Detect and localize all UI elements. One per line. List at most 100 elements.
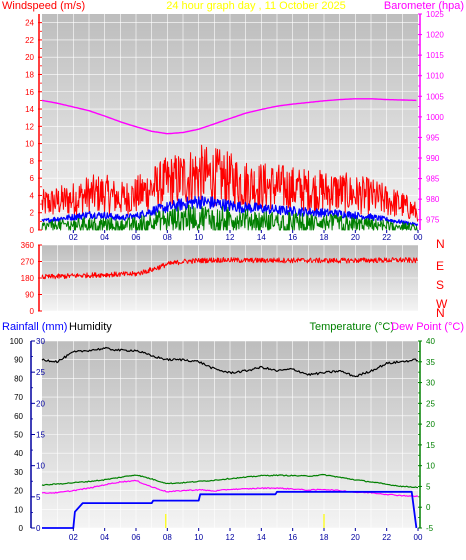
rainfall-tick-label: 5: [36, 493, 41, 502]
barometer-tick-label: 995: [426, 133, 440, 142]
humidity-tick-label: 0: [19, 524, 24, 533]
compass-label: E: [436, 259, 444, 273]
time-tick-label: 18: [320, 233, 329, 242]
time-tick-label: 00: [414, 233, 423, 242]
windspeed-tick-label: 22: [25, 36, 34, 45]
rainfall-tick-label: 0: [36, 524, 41, 533]
time-tick-label: 04: [100, 533, 109, 542]
windspeed-tick-label: 12: [25, 122, 34, 131]
direction-tick-label: 90: [25, 291, 34, 300]
time-tick-label: 14: [257, 233, 266, 242]
time-tick-label: 14: [257, 533, 266, 542]
humidity-tick-label: 60: [14, 412, 23, 421]
temperature-tick-label: 10: [426, 462, 435, 471]
time-tick-label: 18: [320, 533, 329, 542]
windspeed-tick-label: 2: [30, 209, 35, 218]
time-tick-label: 16: [288, 233, 297, 242]
windspeed-tick-label: 8: [30, 157, 35, 166]
time-tick-label: 00: [414, 533, 423, 542]
time-tick-label: 02: [69, 533, 78, 542]
humidity-tick-label: 50: [14, 431, 23, 440]
humidity-tick-label: 10: [14, 505, 23, 514]
rainfall-series: [42, 490, 418, 529]
time-tick-label: 16: [288, 533, 297, 542]
wind-gust-series: [41, 144, 419, 222]
direction-tick-label: 360: [21, 241, 35, 250]
barometer-tick-label: 1005: [426, 92, 444, 101]
temperature-tick-label: -5: [426, 524, 434, 533]
humidity-axis-title: Humidity: [69, 321, 112, 333]
barometer-tick-label: 1015: [426, 51, 444, 60]
barometer-tick-label: 990: [426, 154, 440, 163]
direction-tick-label: 270: [21, 258, 35, 267]
graph-title: 24 hour graph day , 11 October 2025: [166, 0, 346, 12]
humidity-tick-label: 90: [14, 356, 23, 365]
temperature-tick-label: 5: [426, 482, 431, 491]
barometer-tick-label: 1010: [426, 72, 444, 81]
temperature-tick-label: 30: [426, 379, 435, 388]
barometer-tick-label: 980: [426, 195, 440, 204]
windspeed-tick-label: 0: [30, 226, 35, 235]
compass-label: N: [436, 306, 445, 320]
barometer-axis-title: Barometer (hpa): [384, 0, 464, 12]
compass-label: S: [436, 278, 444, 292]
time-tick-label: 22: [382, 533, 391, 542]
windspeed-tick-label: 24: [25, 19, 34, 28]
windspeed-axis-title: Windspeed (m/s): [2, 0, 85, 12]
windspeed-tick-label: 18: [25, 70, 34, 79]
time-tick-label: 22: [382, 233, 391, 242]
windspeed-tick-label: 6: [30, 174, 35, 183]
rainfall-tick-label: 30: [36, 337, 45, 346]
barometer-tick-label: 1020: [426, 31, 444, 40]
time-tick-label: 10: [194, 533, 203, 542]
compass-label: N: [436, 237, 445, 251]
wind-direction-series: [41, 257, 418, 280]
rainfall-tick-label: 25: [36, 368, 45, 377]
barometer-series: [41, 98, 417, 135]
time-tick-label: 02: [69, 233, 78, 242]
wind-speed-series: [41, 204, 418, 231]
humidity-tick-label: 70: [14, 393, 23, 402]
humidity-tick-label: 20: [14, 487, 23, 496]
time-tick-label: 06: [132, 233, 141, 242]
humidity-tick-label: 30: [14, 468, 23, 477]
time-tick-label: 12: [226, 533, 235, 542]
time-tick-label: 08: [163, 533, 172, 542]
windspeed-tick-label: 14: [25, 105, 34, 114]
direction-tick-label: 0: [30, 307, 35, 316]
compass-label: W: [436, 297, 448, 311]
humidity-tick-label: 100: [10, 337, 24, 346]
humidity-tick-label: 40: [14, 449, 23, 458]
temperature-tick-label: 40: [426, 337, 435, 346]
rainfall-tick-label: 15: [36, 431, 45, 440]
time-tick-label: 10: [194, 233, 203, 242]
time-tick-label: 08: [163, 233, 172, 242]
temperature-tick-label: 25: [426, 399, 435, 408]
barometer-tick-label: 1000: [426, 113, 444, 122]
time-tick-label: 20: [351, 233, 360, 242]
dew-point-axis-title: Dew Point (°C): [391, 321, 464, 333]
wind-average-series: [41, 195, 419, 227]
windspeed-tick-label: 16: [25, 88, 34, 97]
time-tick-label: 06: [132, 533, 141, 542]
temperature-tick-label: 20: [426, 420, 435, 429]
windspeed-tick-label: 4: [30, 191, 35, 200]
windspeed-tick-label: 10: [25, 140, 34, 149]
humidity-series: [41, 346, 419, 378]
direction-tick-label: 180: [21, 274, 35, 283]
time-tick-label: 12: [226, 233, 235, 242]
rainfall-axis-title: Rainfall (mm): [2, 321, 67, 333]
windspeed-tick-label: 20: [25, 53, 34, 62]
temperature-tick-label: 0: [426, 503, 431, 512]
barometer-tick-label: 985: [426, 175, 440, 184]
barometer-tick-label: 1025: [426, 10, 444, 19]
temperature-axis-title: Temperature (°C): [310, 321, 394, 333]
rainfall-tick-label: 20: [36, 399, 45, 408]
barometer-tick-label: 975: [426, 216, 440, 225]
humidity-tick-label: 80: [14, 374, 23, 383]
time-tick-label: 04: [100, 233, 109, 242]
temperature-tick-label: 15: [426, 441, 435, 450]
rainfall-tick-label: 10: [36, 462, 45, 471]
